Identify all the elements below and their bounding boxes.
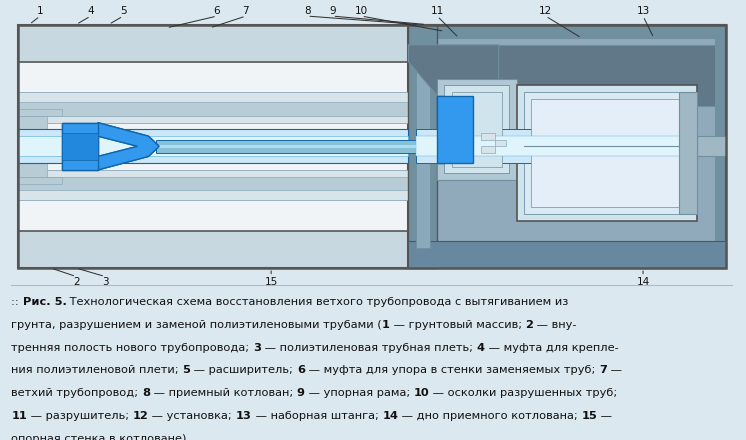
FancyBboxPatch shape (419, 45, 715, 106)
Text: 8: 8 (142, 388, 150, 398)
Text: 11: 11 (11, 411, 27, 421)
Text: — установка;: — установка; (148, 411, 236, 421)
FancyBboxPatch shape (19, 170, 408, 201)
FancyBboxPatch shape (437, 79, 517, 180)
Text: 8: 8 (304, 6, 310, 16)
Text: — приемный котлован;: — приемный котлован; (150, 388, 297, 398)
FancyBboxPatch shape (517, 85, 698, 221)
Text: — грунтовый массив;: — грунтовый массив; (390, 320, 526, 330)
Text: 12: 12 (539, 6, 552, 16)
Text: 9: 9 (329, 6, 336, 16)
Text: ветхий трубопровод;: ветхий трубопровод; (11, 388, 142, 398)
Text: — расширитель;: — расширитель; (190, 365, 297, 375)
FancyBboxPatch shape (19, 177, 408, 190)
Text: — дно приемного котлована;: — дно приемного котлована; (398, 411, 581, 421)
FancyBboxPatch shape (62, 133, 98, 160)
FancyBboxPatch shape (437, 95, 474, 163)
Text: — осколки разрушенных труб;: — осколки разрушенных труб; (430, 388, 618, 398)
Text: 13: 13 (636, 6, 650, 16)
Text: опорная стенка в котловане): опорная стенка в котловане) (11, 434, 186, 440)
Text: ::: :: (11, 297, 22, 307)
FancyBboxPatch shape (19, 109, 62, 116)
Text: 10: 10 (355, 6, 368, 16)
Text: 14: 14 (382, 411, 398, 421)
Text: 7: 7 (242, 6, 249, 16)
Text: 9: 9 (297, 388, 305, 398)
Text: 4: 4 (477, 343, 485, 352)
FancyBboxPatch shape (495, 139, 506, 146)
FancyBboxPatch shape (19, 146, 47, 177)
FancyBboxPatch shape (62, 123, 98, 170)
FancyBboxPatch shape (19, 25, 726, 268)
FancyBboxPatch shape (441, 103, 470, 157)
Text: 14: 14 (636, 276, 650, 286)
FancyBboxPatch shape (698, 136, 726, 157)
FancyBboxPatch shape (419, 38, 715, 254)
FancyBboxPatch shape (62, 123, 98, 170)
FancyBboxPatch shape (19, 116, 47, 146)
Text: 11: 11 (430, 6, 444, 16)
FancyBboxPatch shape (416, 45, 430, 248)
Text: 2: 2 (526, 320, 533, 330)
FancyBboxPatch shape (19, 177, 62, 183)
FancyBboxPatch shape (408, 25, 726, 268)
Text: 6: 6 (297, 365, 305, 375)
FancyBboxPatch shape (437, 95, 474, 163)
FancyBboxPatch shape (19, 62, 408, 231)
Text: — разрушитель;: — разрушитель; (27, 411, 133, 421)
FancyBboxPatch shape (416, 136, 698, 157)
Text: 5: 5 (120, 6, 126, 16)
FancyBboxPatch shape (156, 139, 416, 153)
Text: —: — (598, 411, 612, 421)
Text: — вну-: — вну- (533, 320, 577, 330)
Text: 4: 4 (87, 6, 94, 16)
Polygon shape (408, 45, 498, 95)
FancyBboxPatch shape (19, 103, 408, 116)
Text: — муфта для упора в стенки заменяемых труб;: — муфта для упора в стенки заменяемых тр… (305, 365, 599, 375)
FancyBboxPatch shape (524, 92, 690, 214)
Text: грунта, разрушением и заменой полиэтиленовыми трубами (: грунта, разрушением и заменой полиэтилен… (11, 320, 382, 330)
Text: 13: 13 (236, 411, 251, 421)
FancyBboxPatch shape (408, 25, 437, 268)
FancyBboxPatch shape (156, 145, 416, 148)
Text: — упорная рама;: — упорная рама; (305, 388, 414, 398)
Text: тренняя полость нового трубопровода;: тренняя полость нового трубопровода; (11, 343, 253, 352)
FancyBboxPatch shape (480, 133, 495, 139)
Text: ния полиэтиленовой плети;: ния полиэтиленовой плети; (11, 365, 183, 375)
Text: Технологическая схема восстановления ветхого трубопровода с вытягиванием из: Технологическая схема восстановления вет… (66, 297, 568, 307)
Text: 15: 15 (265, 276, 278, 286)
Polygon shape (98, 123, 159, 170)
Text: Рис. 5.: Рис. 5. (22, 297, 66, 307)
Text: 3: 3 (101, 276, 108, 286)
FancyBboxPatch shape (531, 99, 683, 207)
Text: — полиэтиленовая трубная плеть;: — полиэтиленовая трубная плеть; (261, 343, 477, 352)
Text: —: — (606, 365, 621, 375)
Text: 2: 2 (73, 276, 80, 286)
Text: — наборная штанга;: — наборная штанга; (251, 411, 382, 421)
Text: 5: 5 (183, 365, 190, 375)
Text: 3: 3 (253, 343, 261, 352)
Text: 1: 1 (382, 320, 390, 330)
Text: 12: 12 (133, 411, 148, 421)
FancyBboxPatch shape (416, 129, 698, 163)
Text: 6: 6 (213, 6, 220, 16)
FancyBboxPatch shape (19, 129, 408, 163)
Polygon shape (98, 123, 159, 170)
Text: 7: 7 (599, 365, 606, 375)
Text: 1: 1 (37, 6, 43, 16)
FancyBboxPatch shape (451, 92, 502, 167)
FancyBboxPatch shape (19, 92, 408, 123)
FancyBboxPatch shape (445, 85, 510, 173)
FancyBboxPatch shape (19, 136, 408, 157)
Text: 15: 15 (581, 411, 598, 421)
FancyBboxPatch shape (408, 241, 726, 268)
Text: — муфта для крепле-: — муфта для крепле- (485, 343, 618, 352)
FancyBboxPatch shape (679, 92, 698, 214)
Text: 10: 10 (414, 388, 430, 398)
FancyBboxPatch shape (480, 146, 495, 153)
FancyBboxPatch shape (62, 133, 98, 160)
